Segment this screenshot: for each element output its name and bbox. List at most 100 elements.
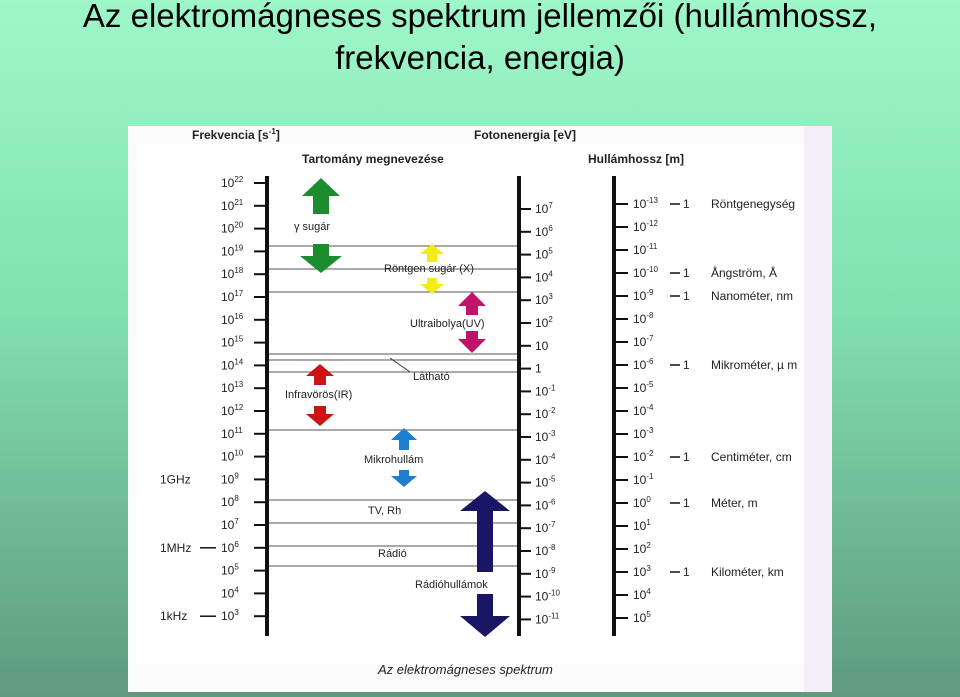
energy-label: 10-4 bbox=[535, 452, 556, 467]
frequency-header: Frekvencia [s-1] bbox=[192, 127, 280, 142]
wavelength-label: 10-8 bbox=[633, 311, 654, 326]
radio-waves-down-arrow bbox=[460, 594, 510, 637]
wavelength-label: 10-7 bbox=[633, 334, 654, 349]
wavelength-unit-one: 1 bbox=[683, 358, 690, 372]
wavelength-label: 105 bbox=[633, 610, 651, 625]
uv-up-arrow bbox=[458, 292, 486, 315]
wavelength-label: 10-3 bbox=[633, 426, 654, 441]
wavelength-unit-one: 1 bbox=[683, 197, 690, 211]
wavelength-label: 10-4 bbox=[633, 403, 654, 418]
frequency-label: 109 bbox=[221, 471, 239, 486]
energy-label: 10 bbox=[535, 339, 549, 353]
wavelength-scale: 10-1310-1210-1110-1010-910-810-710-610-5… bbox=[616, 196, 797, 625]
frequency-side-label: 1kHz bbox=[160, 609, 187, 623]
wavelength-label: 10-11 bbox=[633, 242, 658, 257]
tv-rh-label: TV, Rh bbox=[368, 505, 401, 517]
frequency-label: 1020 bbox=[221, 221, 244, 236]
wavelength-label: 101 bbox=[633, 518, 651, 533]
ir-label: Infravörös(IR) bbox=[285, 389, 352, 401]
frequency-scale: 1022 1021 1020 1019 1018 1017 1016 1015 1014 1013… bbox=[160, 175, 265, 623]
slide-title-line1: Az elektromágneses spektrum jellemzői (h… bbox=[82, 0, 878, 34]
xray-up-arrow bbox=[420, 244, 444, 262]
energy-label: 107 bbox=[535, 201, 553, 216]
frequency-label: 107 bbox=[221, 517, 239, 532]
microwave-up-arrow bbox=[391, 428, 417, 450]
energy-label: 104 bbox=[535, 269, 553, 284]
wavelength-header: Hullámhossz [m] bbox=[588, 152, 684, 166]
energy-label: 105 bbox=[535, 247, 553, 262]
frequency-label: 1010 bbox=[221, 449, 244, 464]
energy-label: 103 bbox=[535, 292, 553, 307]
energy-label: 10-10 bbox=[535, 589, 560, 604]
frequency-label: 1015 bbox=[221, 335, 244, 350]
energy-label: 10-8 bbox=[535, 543, 556, 558]
energy-label: 10-6 bbox=[535, 497, 556, 512]
frequency-label: 1022 bbox=[221, 175, 244, 190]
wavelength-unit-name: Méter, m bbox=[711, 496, 758, 510]
figure-caption: Az elektromágneses spektrum bbox=[377, 662, 553, 677]
wavelength-unit-name: Centiméter, cm bbox=[711, 450, 792, 464]
spectrum-figure: Frekvencia [s-1] Fotonenergia [eV] Tarto… bbox=[128, 126, 832, 692]
gamma-label: γ sugár bbox=[294, 221, 330, 233]
slide-title-line2: frekvencia, energia) bbox=[335, 39, 625, 76]
range-name-header: Tartomány megnevezése bbox=[302, 152, 444, 166]
frequency-label: 103 bbox=[221, 608, 239, 623]
energy-label: 102 bbox=[535, 315, 553, 330]
frequency-label: 1013 bbox=[221, 380, 244, 395]
frequency-label: 1017 bbox=[221, 289, 244, 304]
energy-label: 10-1 bbox=[535, 383, 556, 398]
wavelength-label: 102 bbox=[633, 541, 651, 556]
wavelength-label: 103 bbox=[633, 564, 651, 579]
wavelength-label: 10-2 bbox=[633, 449, 654, 464]
energy-label: 106 bbox=[535, 224, 553, 239]
wavelength-unit-name: Mikrométer, µ m bbox=[711, 358, 797, 372]
ir-down-arrow bbox=[306, 406, 334, 426]
xray-down-arrow bbox=[420, 278, 444, 294]
wavelength-label: 10-1 bbox=[633, 472, 654, 487]
frequency-label: 1019 bbox=[221, 243, 244, 258]
visible-pointer bbox=[389, 357, 411, 373]
frequency-label: 1011 bbox=[221, 426, 243, 441]
energy-label: 10-2 bbox=[535, 406, 556, 421]
gamma-down-arrow bbox=[300, 244, 342, 273]
wavelength-unit-name: Nanométer, nm bbox=[711, 289, 793, 303]
wavelength-unit-one: 1 bbox=[683, 496, 690, 510]
wavelength-label: 10-13 bbox=[633, 196, 658, 211]
wavelength-unit-one: 1 bbox=[683, 565, 690, 579]
xray-label: Röntgen sugár (X) bbox=[384, 263, 474, 275]
slide-title: Az elektromágneses spektrum jellemzői (h… bbox=[0, 0, 960, 79]
wavelength-unit-name: Röntgenegység bbox=[711, 197, 795, 211]
energy-label: 1 bbox=[535, 362, 542, 376]
frequency-label: 108 bbox=[221, 494, 239, 509]
frequency-label: 1012 bbox=[221, 403, 244, 418]
energy-label: 10-3 bbox=[535, 429, 556, 444]
radio-waves-label: Rádióhullámok bbox=[415, 579, 488, 591]
wavelength-unit-one: 1 bbox=[683, 450, 690, 464]
frequency-side-label: 1GHz bbox=[160, 472, 191, 486]
ir-up-arrow bbox=[306, 364, 334, 385]
microwave-label: Mikrohullám bbox=[364, 454, 423, 466]
wavelength-unit-one: 1 bbox=[683, 289, 690, 303]
wavelength-label: 104 bbox=[633, 587, 651, 602]
wavelength-unit-name: Ångström, Å bbox=[711, 265, 777, 280]
frequency-label: 105 bbox=[221, 563, 239, 578]
frequency-label: 1014 bbox=[221, 357, 244, 372]
energy-label: 10-9 bbox=[535, 566, 556, 581]
microwave-down-arrow bbox=[391, 470, 417, 487]
frequency-label: 1018 bbox=[221, 266, 244, 281]
wavelength-unit-name: Kilométer, km bbox=[711, 565, 784, 579]
gamma-up-arrow bbox=[302, 178, 340, 214]
wavelength-unit-one: 1 bbox=[683, 266, 690, 280]
energy-label: 10-5 bbox=[535, 475, 556, 490]
frequency-label: 1016 bbox=[221, 312, 244, 327]
uv-down-arrow bbox=[458, 331, 486, 353]
wavelength-label: 10-12 bbox=[633, 219, 658, 234]
energy-label: 10-7 bbox=[535, 520, 556, 535]
frequency-side-label: 1MHz bbox=[160, 541, 191, 555]
energy-label: 10-11 bbox=[535, 611, 560, 626]
frequency-label: 1021 bbox=[221, 198, 244, 213]
photon-energy-header: Fotonenergia [eV] bbox=[474, 128, 576, 142]
figure-right-strip bbox=[804, 126, 832, 692]
visible-label: Látható bbox=[413, 371, 450, 383]
uv-label: Ultraibolya(UV) bbox=[410, 318, 485, 330]
